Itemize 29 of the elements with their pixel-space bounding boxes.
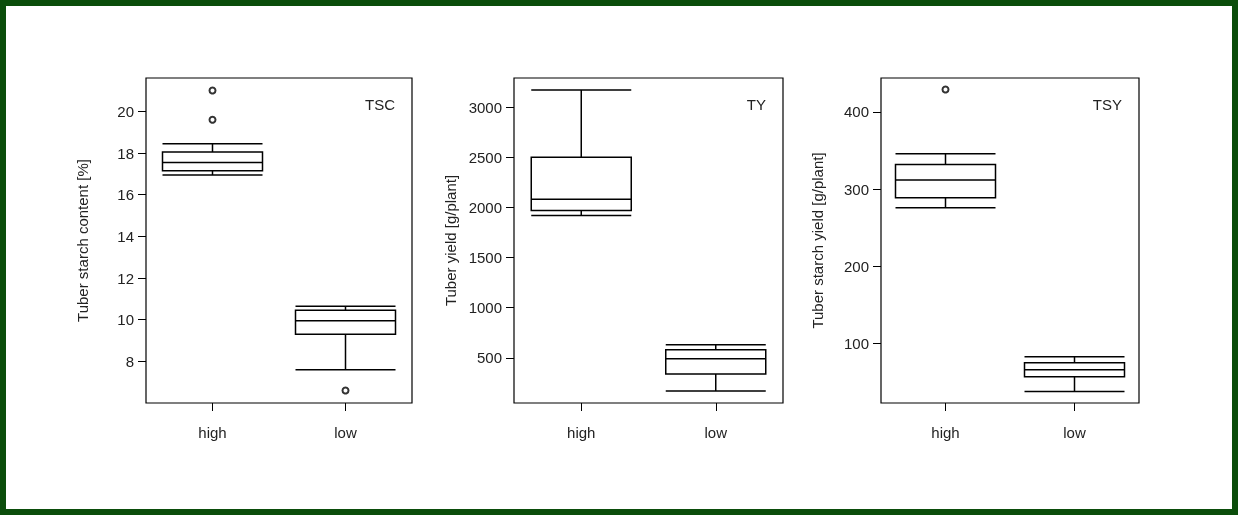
annotation: TSC <box>365 96 396 113</box>
y-tick-label: 2500 <box>468 148 502 166</box>
x-tick-label: high <box>198 424 227 441</box>
y-tick-label: 16 <box>117 186 134 204</box>
y-tick-label: 8 <box>125 352 134 370</box>
y-tick-label: 1000 <box>468 299 502 317</box>
y-axis-title: Tuber yield [g/plant] <box>441 174 459 307</box>
y-tick-label: 14 <box>117 227 134 245</box>
y-tick-label: 10 <box>117 311 134 329</box>
y-axis-title: Tuber starch yield [g/plant] <box>809 152 826 329</box>
x-tick-label: high <box>567 424 596 441</box>
y-tick-label: 20 <box>117 102 134 120</box>
y-axis-title: Tuber starch content [%] <box>74 159 91 322</box>
annotation: TY <box>746 96 766 113</box>
y-tick-label: 500 <box>476 349 502 367</box>
y-tick-label: 300 <box>843 180 869 198</box>
y-tick-label: 2000 <box>468 198 502 216</box>
y-tick-label: 400 <box>843 103 869 121</box>
y-tick-label: 3000 <box>468 98 502 116</box>
y-tick-label: 200 <box>843 257 869 275</box>
x-tick-label: low <box>334 424 357 441</box>
y-tick-label: 1500 <box>468 249 502 267</box>
annotation: TSY <box>1092 96 1123 113</box>
y-tick-label: 18 <box>117 144 134 162</box>
x-tick-label: low <box>704 424 728 441</box>
x-tick-label: high <box>931 424 960 441</box>
y-tick-label: 12 <box>117 269 134 287</box>
x-tick-label: low <box>1063 424 1086 441</box>
y-tick-label: 100 <box>843 335 869 353</box>
